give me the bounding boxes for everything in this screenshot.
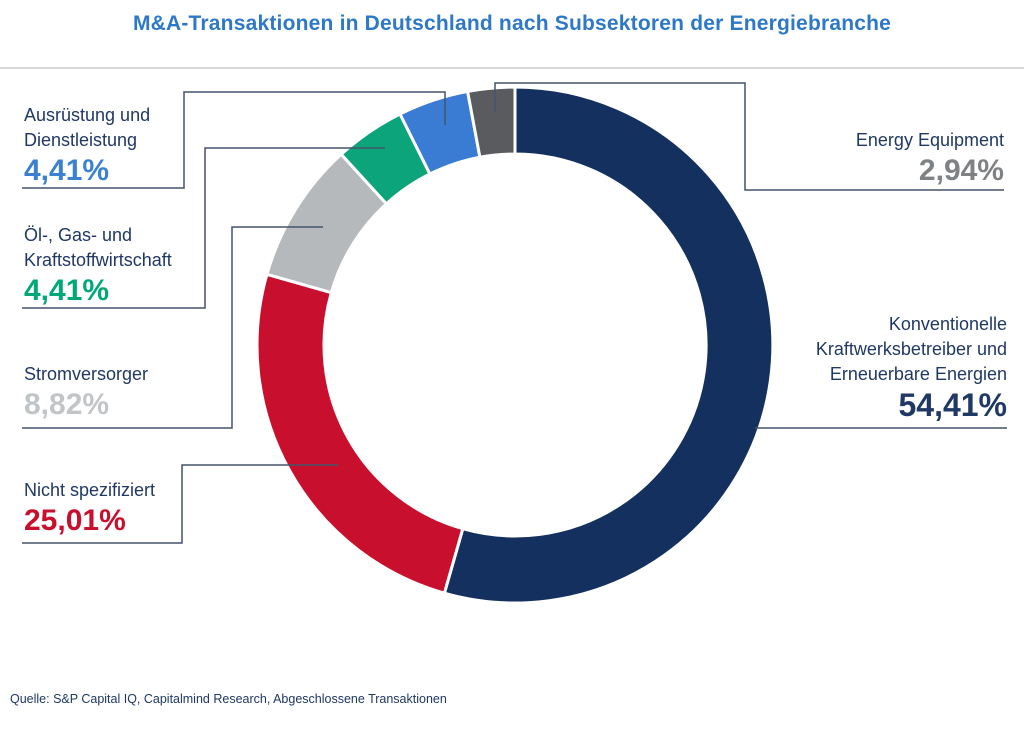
slice-label: Energy Equipment	[855, 130, 1004, 150]
slice-label: Ausrüstung und Dienstleistung	[24, 105, 151, 150]
slice-label: Konventionelle Kraftwerksbetreiber und E…	[815, 314, 1007, 384]
callout-nicht-spezifiziert: Nicht spezifiziert 25,01%	[24, 478, 229, 537]
callout-line-energy-equipment	[494, 82, 1004, 191]
donut-slice-1	[255, 272, 465, 596]
donut-segments	[255, 85, 775, 605]
slice-value: 2,94%	[918, 154, 1004, 187]
callout-stromversorger: Stromversorger 8,82%	[24, 362, 229, 421]
callout-energy-equipment: Energy Equipment 2,94%	[754, 128, 1004, 187]
donut-slice-5	[465, 85, 517, 159]
slice-value: 54,41%	[898, 387, 1007, 423]
callout-ausruestung-und-dienstleistung: Ausrüstung und Dienstleistung 4,41%	[24, 103, 192, 187]
callout-line-ausruestung	[22, 91, 446, 189]
donut-slice-0	[442, 85, 775, 605]
slice-value: 25,01%	[24, 504, 126, 537]
slice-label: Öl-, Gas- und Kraftstoffwirtschaft	[24, 225, 172, 270]
slice-value: 4,41%	[24, 154, 110, 187]
title-divider	[0, 67, 1024, 69]
callout-line-oel-gas	[22, 147, 385, 309]
slice-value: 8,82%	[24, 388, 110, 421]
callout-lines	[22, 82, 1007, 544]
callout-line-stromversorger	[22, 226, 323, 429]
callout-oel-gas-kraftstoffwirtschaft: Öl-, Gas- und Kraftstoffwirtschaft 4,41%	[24, 223, 212, 307]
slice-label: Nicht spezifiziert	[24, 480, 156, 500]
page-title: M&A-Transaktionen in Deutschland nach Su…	[132, 12, 892, 35]
source-note: Quelle: S&P Capital IQ, Capitalmind Rese…	[10, 692, 447, 706]
slice-value: 4,41%	[24, 274, 110, 307]
callout-konventionelle-kraftwerksbetreiber: Konventionelle Kraftwerksbetreiber und E…	[767, 312, 1007, 423]
slice-label: Stromversorger	[24, 364, 149, 384]
callout-line-nicht-spezifiziert	[22, 464, 338, 544]
